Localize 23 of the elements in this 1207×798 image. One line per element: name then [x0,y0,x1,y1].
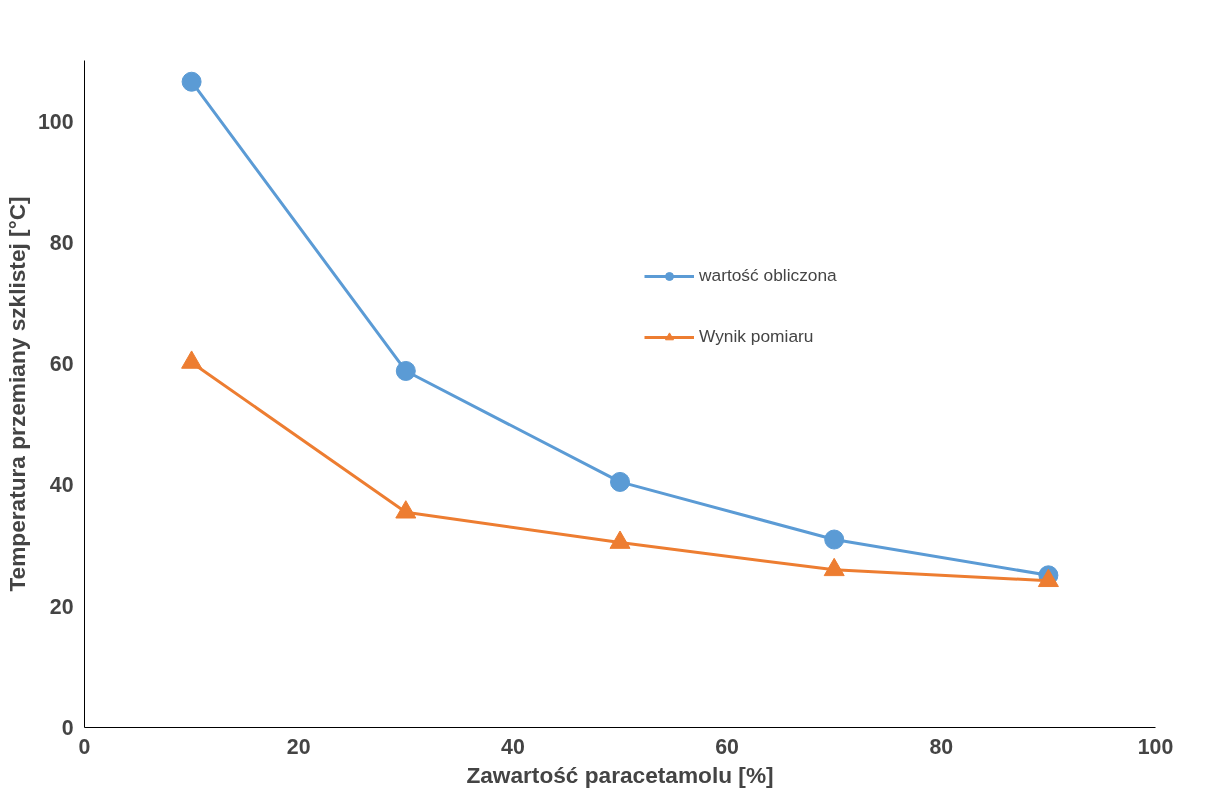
x-tick-label: 100 [1137,734,1174,759]
x-tick-label: 80 [929,734,954,759]
point [609,530,631,549]
y-tick-label: 100 [37,109,74,134]
x-tick-label: 20 [286,734,311,759]
legend-label: wartość obliczona [699,265,837,286]
x-tick-label: 0 [78,734,91,759]
point [181,350,203,369]
x-tick-label: 60 [715,734,739,759]
legend-label: Wynik pomiaru [699,326,814,347]
y-tick-label: 80 [49,230,74,255]
y-tick-label: 20 [49,594,74,619]
point [610,471,630,492]
x-tick-label: 40 [501,734,525,759]
y-axis-title: Temperatura przemiany szklistej [°C] [3,196,30,592]
y-tick-label: 0 [61,716,74,740]
point [823,557,845,577]
y-tick-label: 60 [49,352,74,377]
y-tick-label: 40 [49,473,74,498]
x-axis-title: Zawartość paracetamolu [%] [466,761,774,788]
point [395,500,417,519]
point [181,71,202,92]
point [395,360,416,381]
